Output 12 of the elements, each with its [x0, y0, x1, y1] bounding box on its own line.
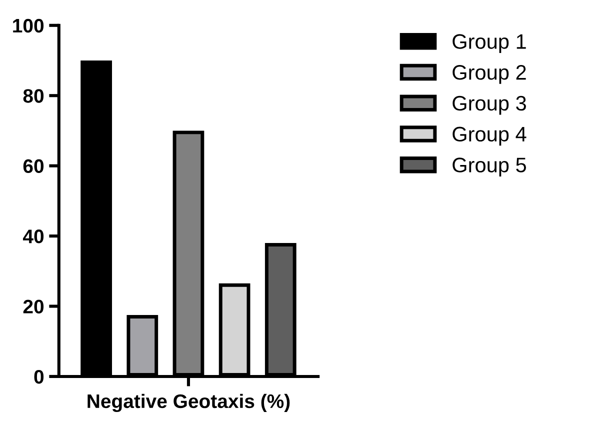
y-tick-label: 80	[23, 89, 44, 103]
legend-label: Group 3	[452, 96, 526, 115]
y-tick-label: 0	[34, 370, 44, 384]
legend-label: Group 2	[452, 65, 526, 84]
y-tick-label: 40	[22, 230, 44, 244]
legend-label: Group 4	[452, 126, 526, 146]
y-tick-label: 100	[13, 18, 44, 33]
legend-label: Group 5	[452, 158, 526, 177]
y-tick-label: 20	[23, 300, 44, 314]
y-tick-label: 60	[23, 159, 44, 174]
legend-label: Group 1	[452, 34, 526, 54]
x-axis-title: Negative Geotaxis (%)	[88, 394, 290, 412]
